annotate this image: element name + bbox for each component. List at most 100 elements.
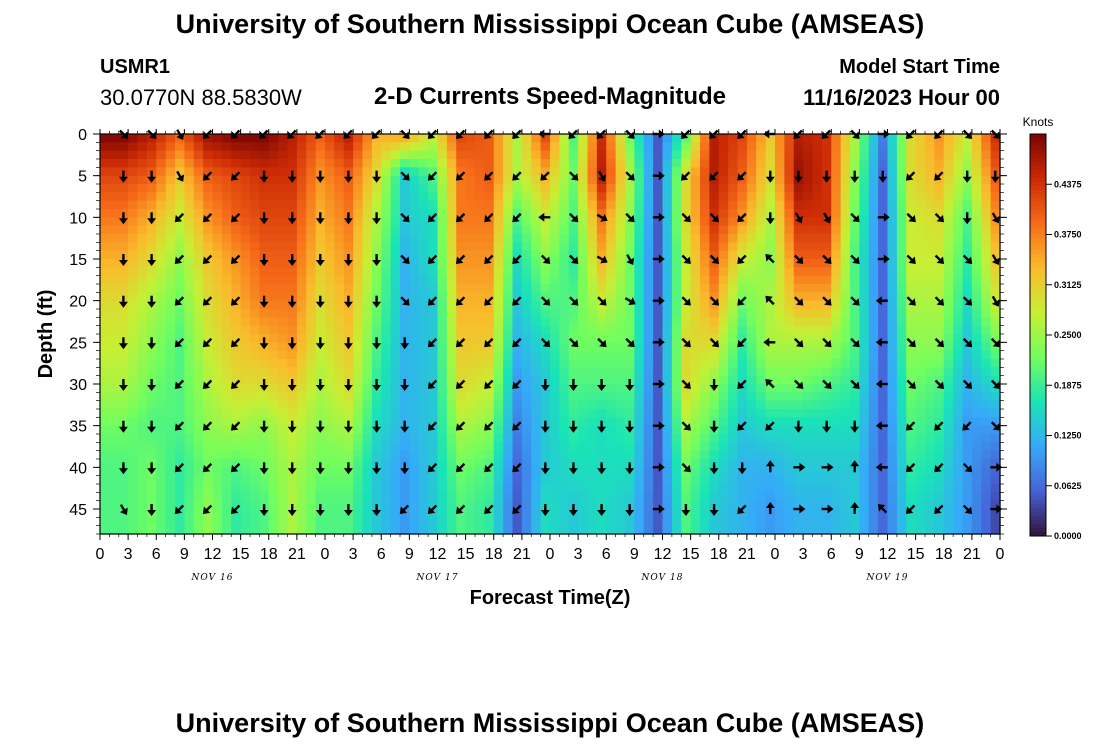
heatmap-cell bbox=[765, 350, 776, 360]
heatmap-cell bbox=[578, 400, 589, 410]
heatmap-cell bbox=[503, 409, 514, 418]
heatmap-cell bbox=[765, 392, 776, 402]
heatmap-cell bbox=[906, 250, 917, 260]
heatmap-cell bbox=[662, 484, 673, 493]
heatmap-cell bbox=[653, 442, 664, 452]
heatmap-cell bbox=[540, 217, 551, 227]
heatmap-cell bbox=[428, 500, 439, 510]
heatmap-cell bbox=[578, 384, 589, 393]
heatmap-cell bbox=[137, 359, 148, 368]
heatmap-cell bbox=[343, 442, 354, 452]
heatmap-cell bbox=[390, 184, 401, 193]
heatmap-cell bbox=[118, 350, 129, 360]
heatmap-cell bbox=[465, 475, 476, 485]
heatmap-cell bbox=[887, 159, 898, 168]
heatmap-cell bbox=[268, 425, 279, 435]
heatmap-cell bbox=[625, 359, 635, 368]
heatmap-cell bbox=[971, 467, 982, 477]
heatmap-cell bbox=[465, 384, 476, 393]
current-arrow bbox=[174, 212, 185, 223]
heatmap-cell bbox=[540, 192, 551, 202]
heatmap-cell bbox=[625, 167, 635, 177]
heatmap-cell bbox=[268, 475, 279, 485]
heatmap-cell bbox=[259, 159, 270, 168]
current-arrow bbox=[934, 296, 945, 306]
heatmap-cell bbox=[925, 142, 935, 152]
heatmap-cell bbox=[118, 309, 129, 318]
current-arrow bbox=[230, 171, 241, 181]
heatmap-cell bbox=[662, 134, 673, 143]
heatmap-cell bbox=[109, 192, 120, 202]
heatmap-cell bbox=[390, 300, 401, 310]
heatmap-cell bbox=[671, 350, 682, 360]
heatmap-cell bbox=[943, 484, 954, 493]
heatmap-cell bbox=[353, 175, 364, 185]
heatmap-cell bbox=[831, 250, 842, 260]
heatmap-cell bbox=[493, 242, 504, 252]
heatmap-cell bbox=[371, 525, 382, 535]
heatmap-cell bbox=[175, 259, 185, 268]
heatmap-cell bbox=[484, 375, 495, 385]
heatmap-cell bbox=[409, 459, 420, 468]
heatmap-cell bbox=[550, 450, 560, 460]
heatmap-cell bbox=[231, 384, 242, 393]
heatmap-cell bbox=[371, 475, 382, 485]
heatmap-cell bbox=[943, 200, 954, 210]
heatmap-cell bbox=[278, 517, 289, 527]
heatmap-cell bbox=[493, 300, 504, 310]
heatmap-cell bbox=[400, 500, 410, 510]
heatmap-cell bbox=[671, 409, 682, 418]
heatmap-cell bbox=[737, 309, 748, 318]
current-arrow bbox=[850, 337, 860, 348]
heatmap-cell bbox=[915, 284, 926, 293]
heatmap-cell bbox=[625, 284, 635, 293]
heatmap-cell bbox=[362, 275, 373, 285]
heatmap-cell bbox=[728, 209, 739, 218]
heatmap-cell bbox=[512, 300, 523, 310]
heatmap-cell bbox=[306, 492, 317, 502]
heatmap-cell bbox=[259, 359, 270, 368]
heatmap-cell bbox=[428, 359, 439, 368]
heatmap-cell bbox=[587, 342, 598, 352]
heatmap-cell bbox=[278, 217, 289, 227]
heatmap-cell bbox=[596, 484, 607, 493]
heatmap-cell bbox=[587, 325, 598, 335]
heatmap-cell bbox=[446, 425, 457, 435]
heatmap-cell bbox=[250, 459, 260, 468]
heatmap-cell bbox=[184, 234, 195, 243]
heatmap-cell bbox=[540, 234, 551, 243]
heatmap-cell bbox=[446, 500, 457, 510]
heatmap-cell bbox=[250, 150, 260, 160]
heatmap-cell bbox=[718, 517, 729, 527]
heatmap-cell bbox=[775, 225, 785, 235]
heatmap-cell bbox=[156, 192, 167, 202]
heatmap-cell bbox=[231, 150, 242, 160]
heatmap-cell bbox=[625, 434, 635, 443]
heatmap-cell bbox=[521, 367, 532, 377]
heatmap-cell bbox=[184, 367, 195, 377]
heatmap-cell bbox=[934, 359, 945, 368]
heatmap-cell bbox=[484, 292, 495, 302]
heatmap-cell bbox=[934, 417, 945, 427]
heatmap-cell bbox=[981, 209, 992, 218]
heatmap-cell bbox=[887, 259, 898, 268]
heatmap-cell bbox=[831, 417, 842, 427]
heatmap-cell bbox=[418, 192, 429, 202]
heatmap-cell bbox=[746, 142, 757, 152]
heatmap-cell bbox=[240, 392, 251, 402]
heatmap-cell bbox=[596, 492, 607, 502]
heatmap-cell bbox=[925, 200, 935, 210]
heatmap-cell bbox=[456, 234, 467, 243]
heatmap-cell bbox=[718, 475, 729, 485]
heatmap-cell bbox=[390, 334, 401, 343]
heatmap-cell bbox=[362, 450, 373, 460]
heatmap-cell bbox=[240, 525, 251, 535]
heatmap-cell bbox=[587, 309, 598, 318]
heatmap-cell bbox=[156, 300, 167, 310]
heatmap-cell bbox=[634, 334, 645, 343]
heatmap-cell bbox=[353, 292, 364, 302]
heatmap-cell bbox=[268, 384, 279, 393]
heatmap-cell bbox=[690, 325, 701, 335]
heatmap-cell bbox=[756, 517, 767, 527]
heatmap-cell bbox=[203, 525, 214, 535]
